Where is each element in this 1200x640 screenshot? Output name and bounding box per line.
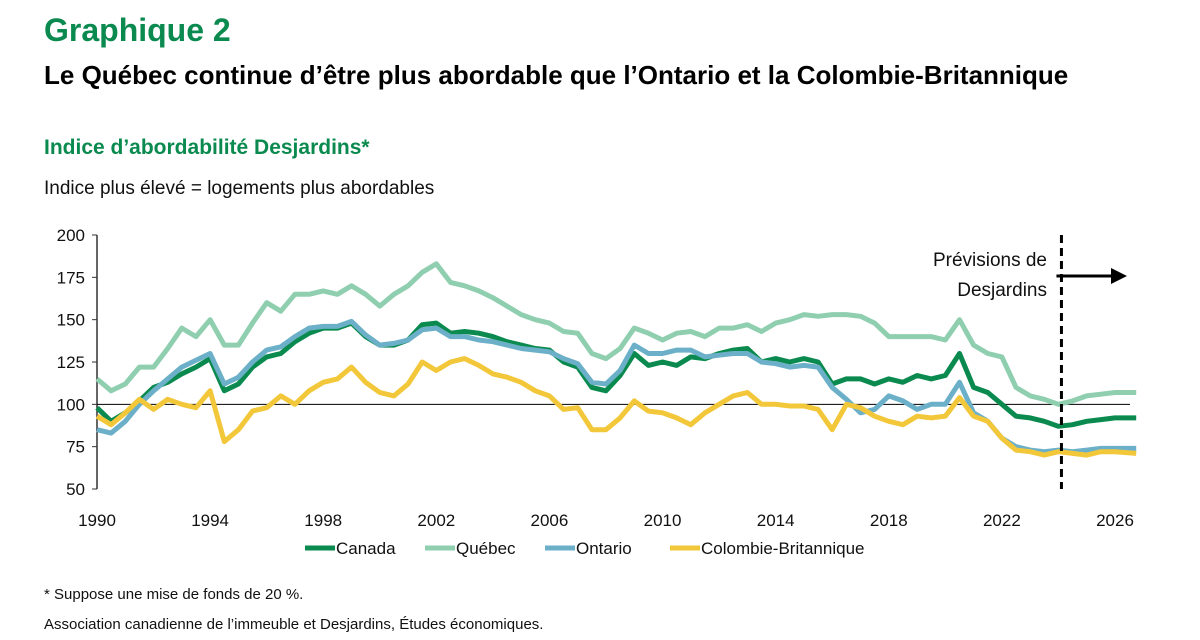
series-line-canada bbox=[95, 320, 1137, 429]
y-tick-label: 75 bbox=[66, 438, 85, 457]
x-tick-label: 2018 bbox=[870, 511, 908, 530]
forecast-label: Desjardins bbox=[957, 280, 1047, 301]
legend-label: Québec bbox=[456, 539, 516, 558]
y-tick-label: 100 bbox=[57, 395, 85, 414]
x-tick-label: 2010 bbox=[644, 511, 682, 530]
source-note: Association canadienne de l’immeuble et … bbox=[44, 616, 544, 633]
legend-label: Colombie-Britannique bbox=[701, 539, 864, 558]
y-tick-label: 150 bbox=[57, 311, 85, 330]
chart-label: Graphique 2 bbox=[44, 12, 231, 48]
y-tick-label: 125 bbox=[57, 353, 85, 372]
axis-note: Indice plus élevé = logements plus abord… bbox=[44, 178, 435, 199]
legend-label: Canada bbox=[336, 539, 396, 558]
arrow-head-icon bbox=[1111, 268, 1127, 284]
legend-label: Ontario bbox=[576, 539, 632, 558]
x-tick-label: 1998 bbox=[304, 511, 342, 530]
series-line-ontario bbox=[96, 318, 1137, 455]
forecast-label: Prévisions de bbox=[933, 250, 1047, 271]
x-tick-label: 2022 bbox=[983, 511, 1021, 530]
series-line-colombie-britannique bbox=[95, 356, 1137, 458]
x-tick-label: 1990 bbox=[78, 511, 116, 530]
x-tick-label: 2026 bbox=[1096, 511, 1134, 530]
x-tick-label: 2002 bbox=[417, 511, 455, 530]
series-line-québec bbox=[95, 261, 1137, 407]
chart-subtitle: Indice d’abordabilité Desjardins* bbox=[44, 136, 370, 159]
y-tick-label: 200 bbox=[57, 226, 85, 245]
y-tick-label: 50 bbox=[66, 480, 85, 499]
footnote: * Suppose une mise de fonds de 20 %. bbox=[44, 586, 304, 603]
x-tick-label: 1994 bbox=[191, 511, 229, 530]
x-tick-label: 2006 bbox=[531, 511, 569, 530]
chart-title: Le Québec continue d’être plus abordable… bbox=[44, 60, 1069, 90]
y-tick-label: 175 bbox=[57, 268, 85, 287]
x-tick-label: 2014 bbox=[757, 511, 795, 530]
